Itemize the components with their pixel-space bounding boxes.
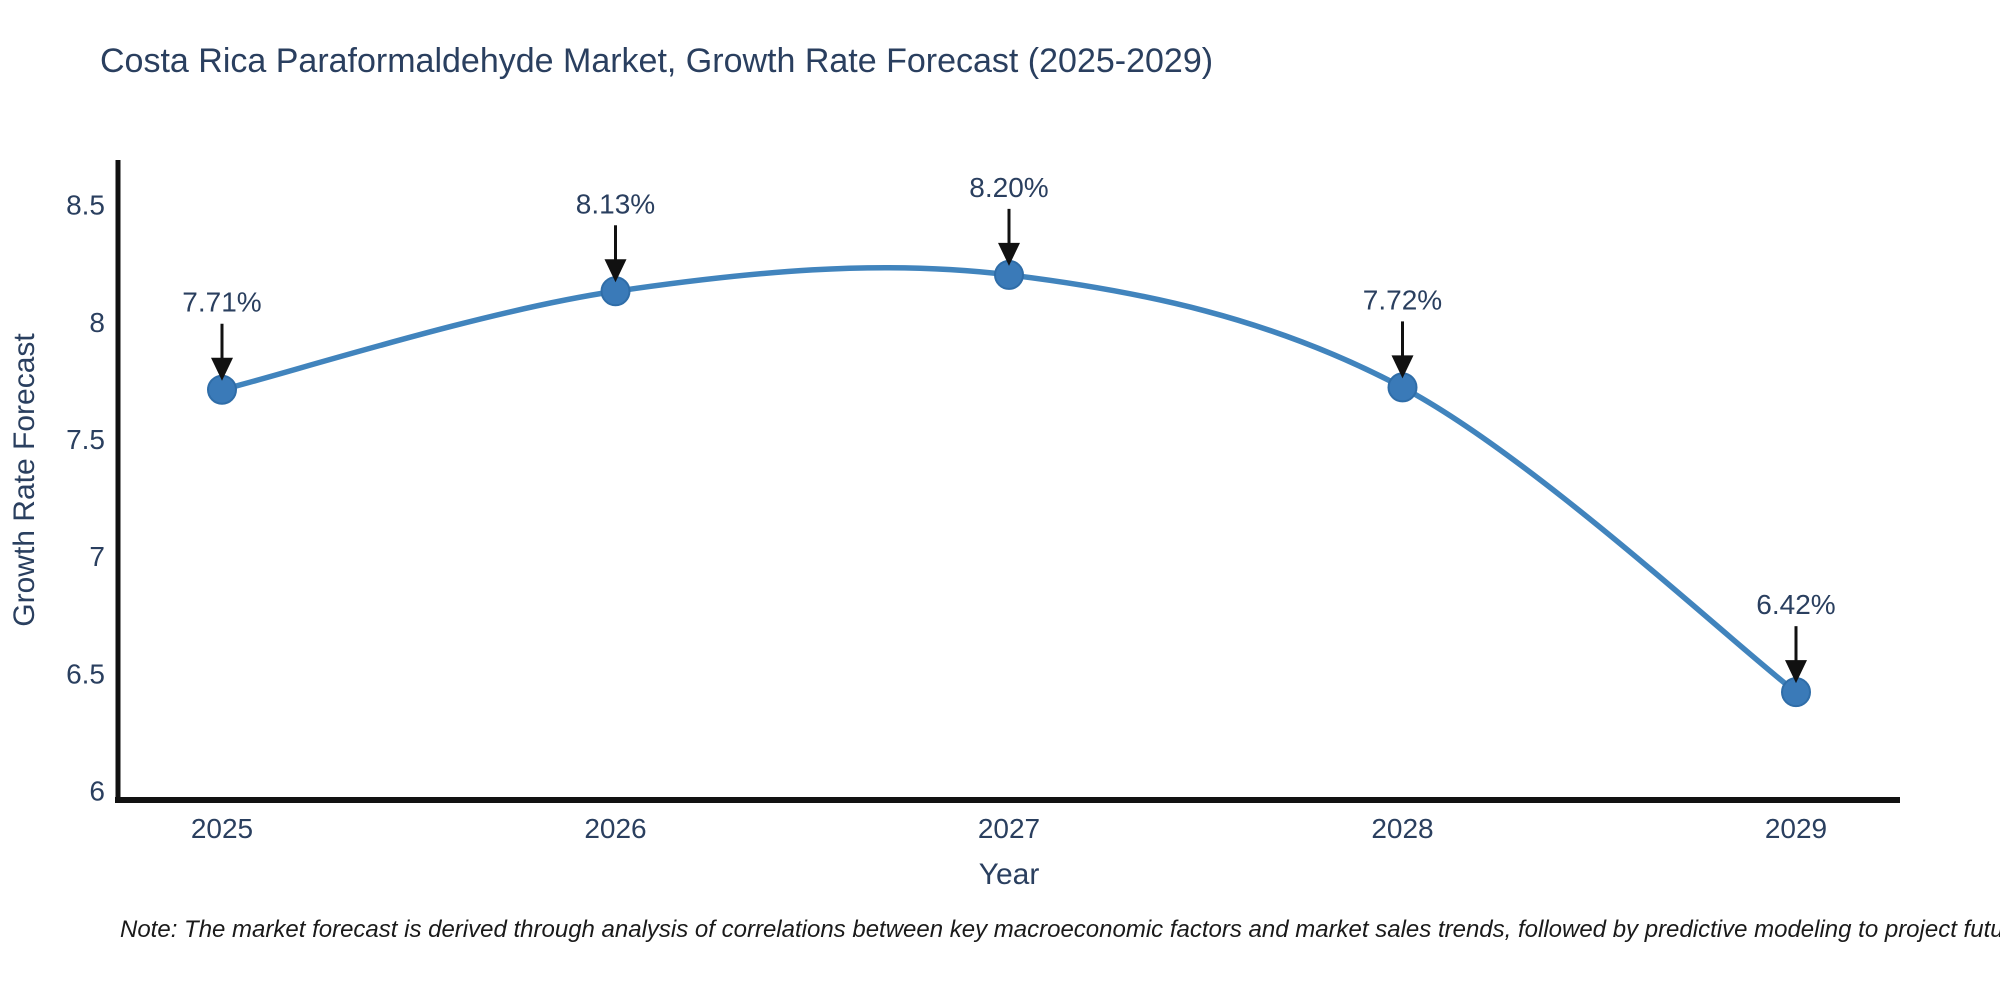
chart-title: Costa Rica Paraformaldehyde Market, Grow… [100, 42, 1213, 80]
x-tick-label: 2027 [978, 813, 1040, 844]
y-axis-title: Growth Rate Forecast [8, 333, 41, 627]
point-value-label: 7.72% [1363, 284, 1442, 315]
x-tick-label: 2028 [1371, 813, 1433, 844]
x-tick-label: 2026 [584, 813, 646, 844]
x-axis-tick-labels: 2025 2026 2027 2028 2029 [191, 813, 1827, 844]
point-annotations: 7.71% 8.13% 8.20% 7.72% 6.42% [182, 172, 1836, 684]
annotation-arrowhead [998, 242, 1020, 266]
data-series [207, 259, 1811, 708]
y-axis-tick-labels: 8.5 8 7.5 7 6.5 6 [66, 190, 105, 807]
y-tick-label: 7.5 [66, 424, 105, 455]
y-tick-label: 8.5 [66, 190, 105, 221]
x-tick-label: 2025 [191, 813, 253, 844]
point-value-label: 8.13% [576, 188, 655, 219]
annotation-arrowhead [604, 259, 627, 283]
x-tick-label: 2029 [1765, 813, 1827, 844]
point-value-label: 7.71% [182, 287, 261, 318]
point-value-label: 6.42% [1756, 589, 1835, 620]
y-tick-label: 6.5 [66, 658, 105, 689]
y-tick-label: 6 [89, 776, 105, 807]
point-value-label: 8.20% [969, 172, 1048, 203]
y-tick-label: 8 [89, 307, 105, 338]
annotation-arrowhead [1785, 660, 1807, 684]
footnote: Note: The market forecast is derived thr… [120, 916, 2000, 943]
forecast-line [219, 264, 1799, 695]
annotation-arrowhead [1391, 355, 1414, 379]
annotation-arrowhead [211, 357, 233, 381]
y-tick-label: 7 [89, 541, 105, 572]
x-axis-title: Year [979, 858, 1040, 891]
